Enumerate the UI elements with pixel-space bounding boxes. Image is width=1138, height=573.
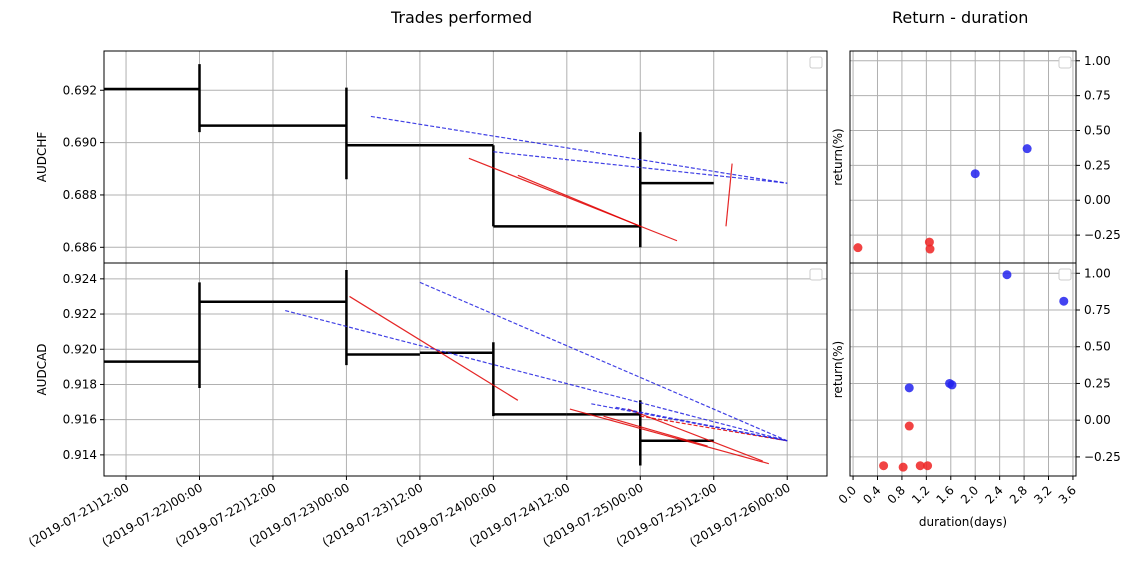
sytick-label-2-0: −0.25 [1084, 228, 1121, 242]
scatter-point-2-0-2 [925, 244, 935, 254]
scatter-point-3-1-3 [1002, 270, 1012, 280]
axes-frame-1 [103, 262, 828, 477]
ytick-label-0-0: 0.686 [63, 240, 97, 254]
scatter-point-3-0-1 [898, 462, 908, 472]
scatter-point-2-1-1 [1022, 144, 1032, 154]
ytick-label-1-1: 0.916 [63, 413, 97, 427]
scatter-point-2-1-0 [970, 169, 980, 179]
sxtick-label-3-7: 2.8 [1007, 483, 1030, 506]
sytick-label-3-4: 0.75 [1084, 303, 1111, 317]
scatter-point-3-1-2 [947, 380, 957, 390]
ytick-label-0-1: 0.688 [63, 188, 97, 202]
trade-line-0-4 [493, 151, 788, 184]
scatter-point-3-1-4 [1059, 296, 1069, 306]
trade-line-0-0 [468, 157, 678, 242]
sxtick-label-3-6: 2.4 [982, 483, 1005, 506]
trade-line-1-0 [349, 295, 519, 401]
trade-line-1-6 [419, 281, 788, 442]
saxes-frame-3 [849, 262, 1077, 477]
sylabel-3: return(%) [831, 341, 845, 398]
sxtick-label-3-9: 3.6 [1056, 483, 1079, 506]
trade-line-1-7 [591, 403, 788, 442]
left-title: Trades performed [391, 8, 533, 27]
scatter-point-3-0-0 [879, 461, 889, 471]
ytick-label-1-0: 0.914 [63, 448, 97, 462]
sytick-label-2-4: 0.75 [1084, 89, 1111, 103]
sytick-label-3-2: 0.25 [1084, 376, 1111, 390]
sxtick-label-3-0: 0.0 [836, 483, 859, 506]
trade-line-1-8 [615, 406, 788, 442]
sxtick-label-3-8: 3.2 [1031, 483, 1054, 506]
trade-line-0-2 [725, 163, 733, 227]
plot-area-0 [104, 64, 788, 248]
sylabel-2: return(%) [831, 128, 845, 185]
ytick-label-1-2: 0.918 [63, 377, 97, 391]
trade-line-1-4 [640, 415, 788, 442]
scatter-point-3-0-4 [904, 421, 914, 431]
sxtick-label-3-4: 1.6 [934, 483, 957, 506]
scatter-point-3-0-2 [915, 461, 925, 471]
sytick-label-2-2: 0.25 [1084, 158, 1111, 172]
trade-line-1-2 [627, 408, 763, 462]
sxtick-label-3-5: 2.0 [958, 483, 981, 506]
sxtick-label-3-2: 0.8 [885, 483, 908, 506]
sytick-label-2-3: 0.50 [1084, 124, 1111, 138]
scatter-point-2-0-1 [924, 237, 934, 247]
legend-1 [809, 268, 823, 281]
sytick-label-3-1: 0.00 [1084, 413, 1111, 427]
scatter-point-2-0-0 [853, 243, 863, 253]
saxes-frame-2 [849, 50, 1077, 264]
axes-frame-0 [103, 50, 828, 264]
trade-line-1-3 [603, 415, 708, 447]
ytick-label-1-4: 0.922 [63, 307, 97, 321]
legend-0 [809, 56, 823, 69]
sytick-label-3-5: 1.00 [1084, 266, 1111, 280]
slegend-3 [1058, 268, 1072, 281]
sxtick-label-3-1: 0.4 [860, 483, 883, 506]
ylabel-0: AUDCHF [35, 132, 49, 183]
scatter-point-3-0-3 [923, 461, 933, 471]
trade-line-1-1 [569, 408, 770, 465]
scatter-point-3-1-0 [904, 383, 914, 393]
sxtick-label-3-3: 1.2 [909, 483, 932, 506]
ytick-label-1-5: 0.924 [63, 272, 97, 286]
sytick-label-3-3: 0.50 [1084, 340, 1111, 354]
sxlabel-3: duration(days) [919, 515, 1007, 529]
plot-area-1 [104, 270, 788, 466]
sytick-label-3-0: −0.25 [1084, 450, 1121, 464]
right-title: Return - duration [892, 8, 1029, 27]
trade-line-1-5 [285, 309, 788, 442]
ytick-label-1-3: 0.920 [63, 342, 97, 356]
sytick-label-2-1: 0.00 [1084, 193, 1111, 207]
trade-line-0-3 [370, 115, 788, 184]
trade-line-0-1 [517, 174, 641, 227]
ylabel-1: AUDCAD [35, 343, 49, 395]
ytick-label-0-2: 0.690 [63, 136, 97, 150]
ytick-label-0-3: 0.692 [63, 83, 97, 97]
slegend-2 [1058, 56, 1072, 69]
sytick-label-2-5: 1.00 [1084, 54, 1111, 68]
